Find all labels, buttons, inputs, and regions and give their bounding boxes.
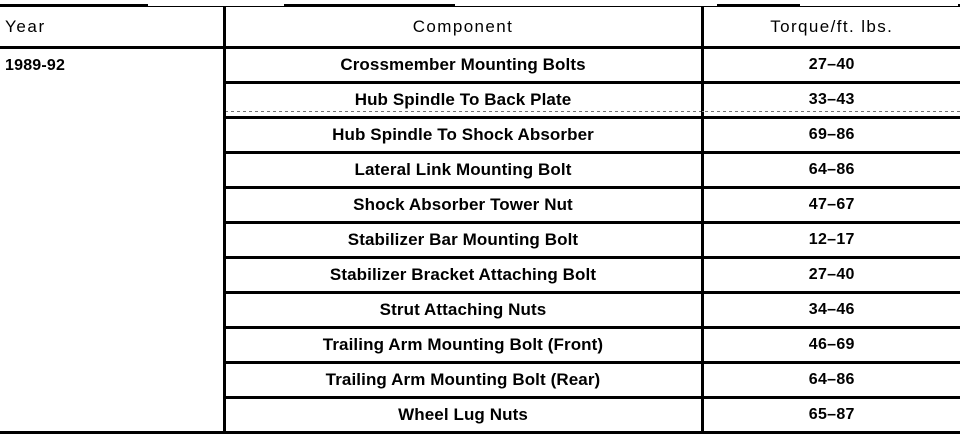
cell-torque: 46–69 [702, 328, 960, 363]
torque-value: 27–40 [704, 266, 960, 284]
cell-torque: 27–40 [702, 48, 960, 83]
cell-component: Hub Spindle To Shock Absorber [224, 118, 702, 153]
cell-year [0, 293, 224, 328]
cell-torque: 12–17 [702, 223, 960, 258]
cell-year [0, 83, 224, 118]
component-value: Wheel Lug Nuts [226, 405, 701, 425]
cell-component: Crossmember Mounting Bolts [224, 48, 702, 83]
torque-value: 64–86 [704, 161, 960, 179]
torque-value: 64–86 [704, 371, 960, 389]
column-header-torque: Torque/ft. lbs. [704, 17, 960, 37]
table-row: Trailing Arm Mounting Bolt (Rear)64–86 [0, 363, 960, 398]
cell-component: Wheel Lug Nuts [224, 398, 702, 433]
cell-torque: 69–86 [702, 118, 960, 153]
cell-torque: 64–86 [702, 153, 960, 188]
column-header-component: Component [226, 17, 701, 37]
cell-component: Stabilizer Bracket Attaching Bolt [224, 258, 702, 293]
cell-year [0, 153, 224, 188]
cell-year: 1989-92 [0, 48, 224, 83]
table-row: Trailing Arm Mounting Bolt (Front)46–69 [0, 328, 960, 363]
year-value: 1989-92 [0, 57, 223, 75]
torque-value: 65–87 [704, 406, 960, 424]
torque-value: 12–17 [704, 231, 960, 249]
torque-value: 46–69 [704, 336, 960, 354]
top-border-break [800, 4, 958, 6]
component-value: Hub Spindle To Back Plate [226, 90, 701, 110]
header-cell-torque: Torque/ft. lbs. [702, 7, 960, 48]
cell-year [0, 118, 224, 153]
component-value: Shock Absorber Tower Nut [226, 195, 701, 215]
cell-component: Strut Attaching Nuts [224, 293, 702, 328]
top-border-break [455, 4, 717, 6]
cell-component: Trailing Arm Mounting Bolt (Rear) [224, 363, 702, 398]
cell-year [0, 328, 224, 363]
component-value: Hub Spindle To Shock Absorber [226, 125, 701, 145]
scan-artifact-rule [225, 111, 960, 112]
cell-year [0, 188, 224, 223]
component-value: Crossmember Mounting Bolts [226, 55, 701, 75]
component-value: Trailing Arm Mounting Bolt (Rear) [226, 370, 701, 390]
table-header-row: Year Component Torque/ft. lbs. [0, 7, 960, 48]
component-value: Stabilizer Bracket Attaching Bolt [226, 265, 701, 285]
header-cell-component: Component [224, 7, 702, 48]
component-value: Stabilizer Bar Mounting Bolt [226, 230, 701, 250]
torque-value: 69–86 [704, 126, 960, 144]
cell-torque: 47–67 [702, 188, 960, 223]
cell-torque: 34–46 [702, 293, 960, 328]
cell-torque: 65–87 [702, 398, 960, 433]
cell-torque: 64–86 [702, 363, 960, 398]
cell-year [0, 258, 224, 293]
cell-component: Stabilizer Bar Mounting Bolt [224, 223, 702, 258]
cell-component: Hub Spindle To Back Plate [224, 83, 702, 118]
header-cell-year: Year [0, 7, 224, 48]
cell-year [0, 223, 224, 258]
cell-component: Shock Absorber Tower Nut [224, 188, 702, 223]
cell-year [0, 398, 224, 433]
torque-value: 33–43 [704, 91, 960, 109]
torque-value: 34–46 [704, 301, 960, 319]
top-border-break [148, 4, 284, 6]
cell-torque: 33–43 [702, 83, 960, 118]
cell-component: Trailing Arm Mounting Bolt (Front) [224, 328, 702, 363]
component-value: Lateral Link Mounting Bolt [226, 160, 701, 180]
component-value: Strut Attaching Nuts [226, 300, 701, 320]
cell-component: Lateral Link Mounting Bolt [224, 153, 702, 188]
component-value: Trailing Arm Mounting Bolt (Front) [226, 335, 701, 355]
cell-torque: 27–40 [702, 258, 960, 293]
column-header-year: Year [0, 17, 223, 37]
torque-value: 47–67 [704, 196, 960, 214]
cell-year [0, 363, 224, 398]
torque-value: 27–40 [704, 56, 960, 74]
